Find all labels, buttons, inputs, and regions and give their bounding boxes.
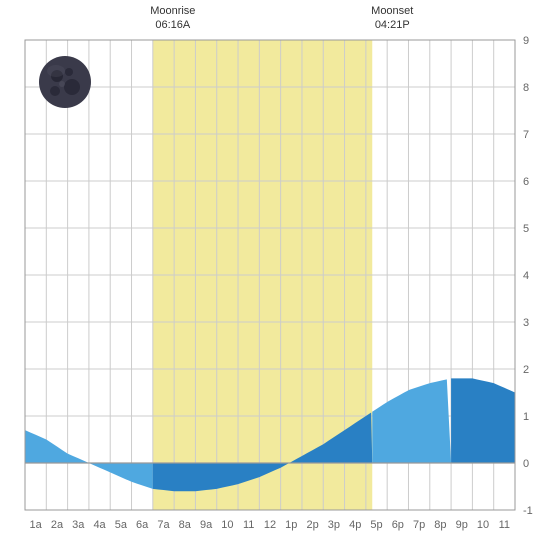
x-tick-label: 7p <box>413 519 425 531</box>
x-tick-label: 3p <box>328 519 340 531</box>
x-tick-label: 3a <box>72 519 85 531</box>
moonset-label: Moonset <box>371 5 413 17</box>
x-tick-label: 11 <box>243 519 254 531</box>
x-tick-label: 7a <box>157 519 170 531</box>
x-tick-label: 2a <box>51 519 64 531</box>
x-tick-label: 9p <box>456 519 468 531</box>
x-tick-label: 10 <box>477 519 489 531</box>
y-tick-label: 0 <box>523 458 529 470</box>
x-tick-label: 10 <box>221 519 233 531</box>
y-tick-label: 9 <box>523 35 529 47</box>
tide-chart: 1a2a3a4a5a6a7a8a9a1011121p2p3p4p5p6p7p8p… <box>0 0 550 550</box>
y-tick-label: 4 <box>523 270 529 282</box>
x-tick-label: 9a <box>200 519 213 531</box>
x-tick-label: 1p <box>285 519 297 531</box>
x-tick-label: 2p <box>306 519 318 531</box>
y-tick-label: 1 <box>523 411 529 423</box>
x-tick-label: 8p <box>434 519 446 531</box>
x-tick-label: 6a <box>136 519 149 531</box>
x-tick-label: 11 <box>499 519 510 531</box>
x-tick-label: 4a <box>93 519 106 531</box>
y-tick-label: 8 <box>523 82 529 94</box>
chart-svg: 1a2a3a4a5a6a7a8a9a1011121p2p3p4p5p6p7p8p… <box>0 0 550 550</box>
moonrise-time: 06:16A <box>155 19 191 31</box>
x-tick-label: 5a <box>115 519 128 531</box>
x-tick-label: 1a <box>30 519 43 531</box>
y-tick-label: 6 <box>523 176 529 188</box>
moonrise-label: Moonrise <box>150 5 195 17</box>
x-tick-label: 5p <box>370 519 382 531</box>
x-tick-label: 4p <box>349 519 361 531</box>
x-tick-label: 12 <box>264 519 276 531</box>
moon-icon <box>39 56 91 108</box>
x-tick-label: 8a <box>179 519 192 531</box>
moonset-time: 04:21P <box>375 19 410 31</box>
tide-area <box>451 378 515 463</box>
y-tick-label: 7 <box>523 129 529 141</box>
y-tick-label: 3 <box>523 317 529 329</box>
y-tick-label: 5 <box>523 223 529 235</box>
x-tick-label: 6p <box>392 519 404 531</box>
y-tick-label: -1 <box>523 505 533 517</box>
y-tick-label: 2 <box>523 364 529 376</box>
